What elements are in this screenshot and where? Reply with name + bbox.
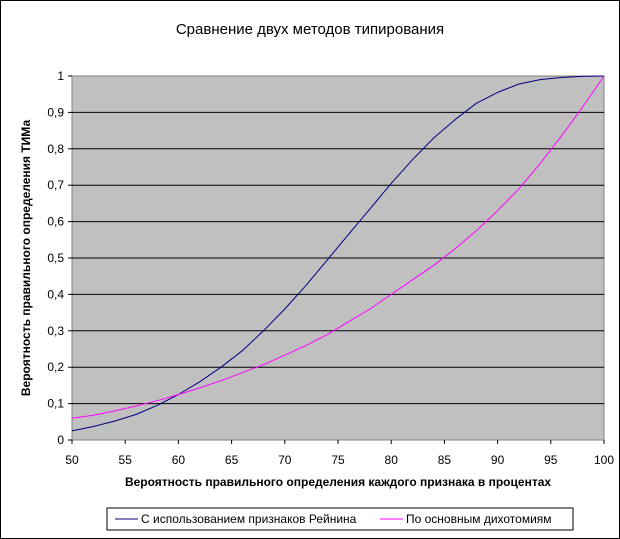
y-tick-label: 0,5	[47, 251, 64, 265]
y-tick-label: 0,6	[47, 215, 64, 229]
x-tick-label: 85	[438, 453, 452, 467]
series-lines	[71, 75, 605, 432]
y-tick-label: 0,4	[47, 287, 64, 301]
x-tick-label: 55	[119, 453, 133, 467]
chart-title: Сравнение двух методов типирования	[176, 21, 444, 38]
series-line-0	[71, 75, 605, 432]
legend-label-reinin: С использованием признаков Рейнина	[141, 512, 357, 526]
gridlines	[72, 111, 604, 405]
x-tick-label: 80	[385, 453, 399, 467]
y-tick-label: 0,7	[47, 178, 64, 192]
x-tick-label: 65	[225, 453, 239, 467]
x-axis-title: Вероятность правильного определения кажд…	[125, 475, 551, 489]
series-line-1	[71, 75, 605, 419]
legend-label-dichotomies: По основным дихотомиям	[406, 512, 552, 526]
y-tick-label: 1	[57, 69, 64, 83]
y-axis-title: Вероятность правильного определения ТИМа	[19, 120, 33, 397]
y-tick-label: 0,1	[47, 397, 64, 411]
x-tick-label: 70	[278, 453, 292, 467]
y-tick-label: 0	[57, 433, 64, 447]
x-axis-ticks: 50 55 60 65 70 75 80 85 90 95 100	[65, 440, 614, 467]
x-tick-label: 50	[65, 453, 79, 467]
y-tick-label: 0,2	[47, 360, 64, 374]
y-tick-label: 0,8	[47, 142, 64, 156]
y-tick-label: 0,9	[47, 105, 64, 119]
x-tick-label: 100	[594, 453, 614, 467]
x-tick-label: 60	[172, 453, 186, 467]
x-tick-label: 90	[491, 453, 505, 467]
x-tick-label: 95	[544, 453, 558, 467]
x-tick-label: 75	[331, 453, 345, 467]
y-axis-ticks: 0 0,1 0,2 0,3 0,4 0,5 0,6 0,7 0,8 0,9 1	[47, 69, 72, 447]
legend: С использованием признаков Рейнина По ос…	[106, 507, 574, 531]
legend-box	[106, 507, 574, 531]
y-tick-label: 0,3	[47, 324, 64, 338]
